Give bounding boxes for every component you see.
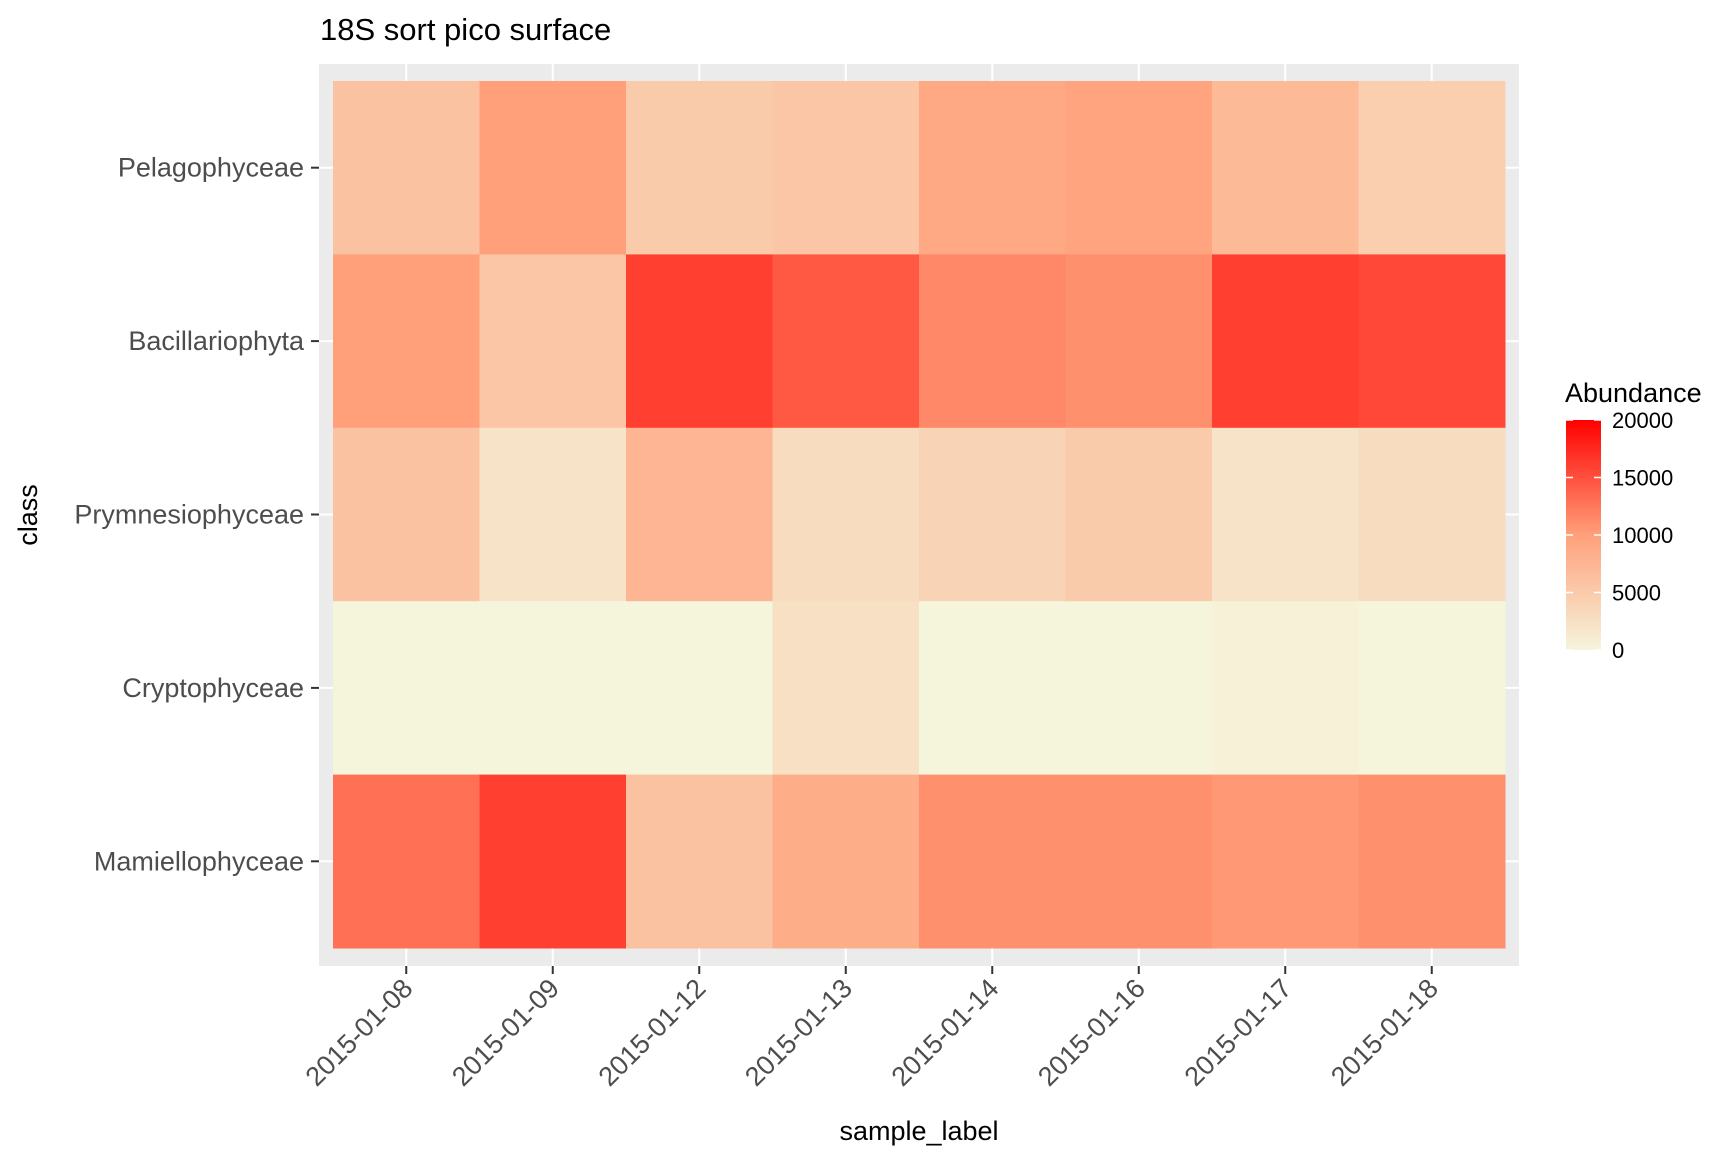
heatmap-cell xyxy=(1065,254,1213,429)
heatmap-cell xyxy=(1065,427,1213,602)
y-tick-label: Pelagophyceae xyxy=(118,153,304,183)
x-tick-label: 2015-01-08 xyxy=(300,973,419,1092)
heatmap-cell xyxy=(919,254,1066,429)
heatmap-cell xyxy=(1358,81,1506,255)
heatmap-cell xyxy=(919,81,1066,255)
heatmap-cell xyxy=(479,427,627,602)
x-tick-label: 2015-01-18 xyxy=(1325,973,1444,1092)
x-axis-title: sample_label xyxy=(839,1116,998,1146)
y-tick-label: Cryptophyceae xyxy=(122,673,304,703)
heatmap-cell xyxy=(479,601,627,776)
heatmap-cell xyxy=(1358,427,1506,602)
heatmap-cell xyxy=(333,427,480,602)
legend-tick-label: 5000 xyxy=(1612,581,1661,606)
heatmap-cell xyxy=(772,774,920,949)
heatmap-cell xyxy=(1212,254,1359,429)
y-axis: Pelagophyceae Bacillariophyta Prymnesiophy… xyxy=(74,153,319,876)
chart-title: 18S sort pico surface xyxy=(320,12,611,47)
x-tick-label: 2015-01-14 xyxy=(886,973,1005,1092)
heatmap-cell xyxy=(479,81,627,255)
heatmap-cell xyxy=(1358,774,1506,949)
y-tick-label: Prymnesiophyceae xyxy=(74,500,304,530)
heatmap-cell xyxy=(1065,601,1213,776)
heatmap-cell xyxy=(333,774,480,949)
heatmap-cell xyxy=(333,254,480,429)
heatmap-cell xyxy=(479,254,627,429)
y-tick-label: Bacillariophyta xyxy=(128,326,305,356)
heatmap-cell xyxy=(626,81,773,255)
heatmap-cell xyxy=(919,774,1066,949)
heatmap-cell xyxy=(1212,81,1359,255)
x-tick-label: 2015-01-13 xyxy=(739,973,858,1092)
legend-tick-label: 0 xyxy=(1612,638,1624,663)
heatmap-cell xyxy=(772,81,920,255)
legend-tick-label: 15000 xyxy=(1612,466,1673,491)
heatmap-cell xyxy=(772,254,920,429)
heatmap-cell xyxy=(626,427,773,602)
heatmap-cell xyxy=(1065,81,1213,255)
heatmap-cell xyxy=(1358,254,1506,429)
x-tick-label: 2015-01-16 xyxy=(1032,973,1151,1092)
heatmap-cell xyxy=(919,601,1066,776)
heatmap-cell xyxy=(919,427,1066,602)
x-axis: 2015-01-08 2015-01-09 2015-01-12 2015-01-13… xyxy=(300,966,1444,1092)
heatmap-cell xyxy=(772,601,920,776)
color-legend: Abundance 0 5000 10000 15000 20000 xyxy=(1565,378,1702,663)
legend-title: Abundance xyxy=(1565,378,1702,408)
legend-tick-label: 10000 xyxy=(1612,523,1673,548)
legend-tick-label: 20000 xyxy=(1612,408,1673,433)
heatmap-cell xyxy=(1358,601,1506,776)
x-tick-label: 2015-01-09 xyxy=(446,973,565,1092)
x-tick-label: 2015-01-17 xyxy=(1179,973,1298,1092)
heatmap-cell xyxy=(626,601,773,776)
y-tick-label: Mamiellophyceae xyxy=(94,846,304,876)
heatmap-cell xyxy=(333,81,480,255)
legend-ticks: 0 5000 10000 15000 20000 xyxy=(1566,408,1673,663)
heatmap-cell xyxy=(333,601,480,776)
heatmap-cell xyxy=(1212,774,1359,949)
heatmap-cell xyxy=(479,774,627,949)
heatmap-cells xyxy=(333,81,1506,949)
heatmap-cell xyxy=(1212,601,1359,776)
heatmap-cell xyxy=(772,427,920,602)
heatmap-cell xyxy=(1065,774,1213,949)
x-tick-label: 2015-01-12 xyxy=(593,973,712,1092)
heatmap-cell xyxy=(626,774,773,949)
y-axis-title: class xyxy=(13,484,43,546)
heatmap-cell xyxy=(1212,427,1359,602)
heatmap-cell xyxy=(626,254,773,429)
